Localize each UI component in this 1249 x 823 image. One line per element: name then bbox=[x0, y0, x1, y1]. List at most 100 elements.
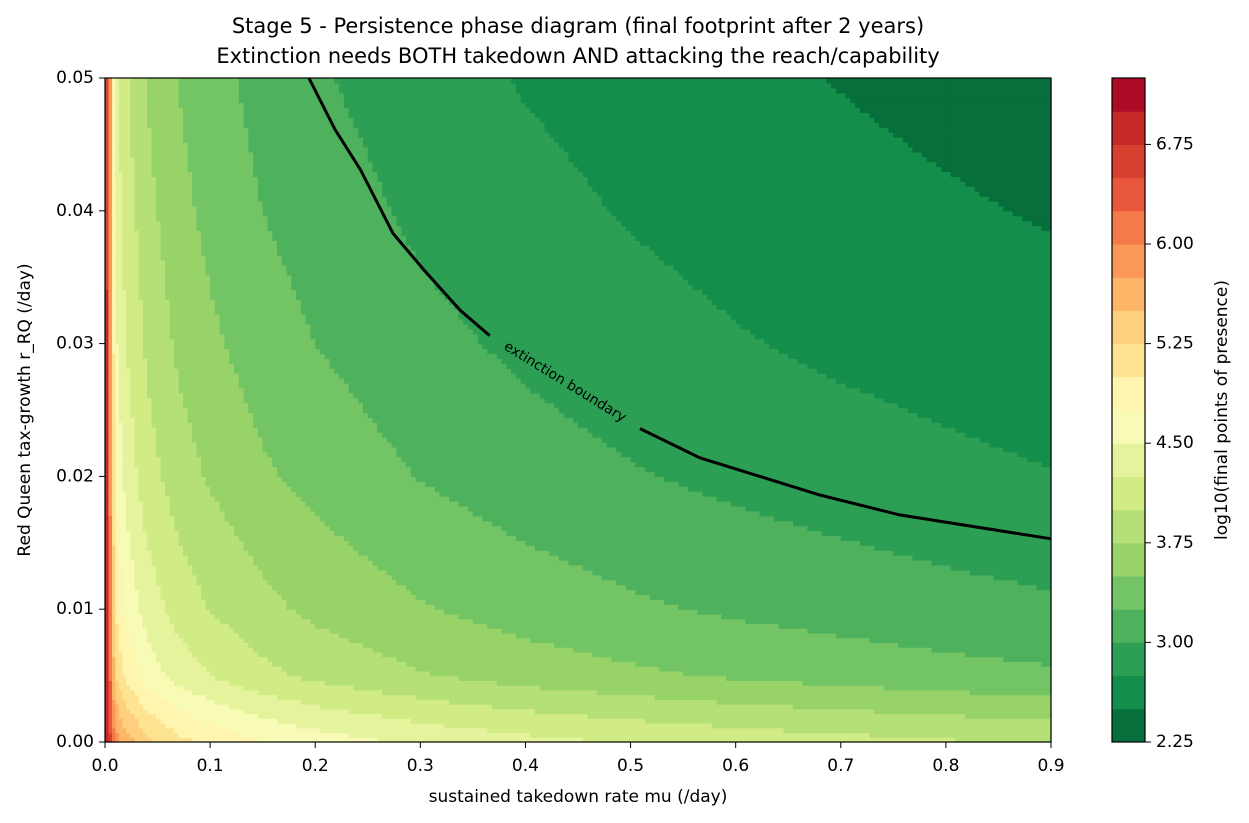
contour-cell bbox=[262, 220, 269, 227]
contour-cell bbox=[178, 358, 211, 364]
contour-cell bbox=[840, 250, 947, 256]
contour-cell bbox=[115, 151, 120, 158]
contour-cell bbox=[735, 215, 842, 222]
contour-cell bbox=[115, 599, 124, 605]
contour-cell bbox=[115, 392, 120, 399]
contour-cell bbox=[525, 466, 632, 473]
contour-cell bbox=[224, 515, 264, 522]
contour-cell bbox=[105, 432, 110, 438]
contour-cell bbox=[115, 205, 124, 212]
contour-cell bbox=[735, 727, 785, 734]
contour-cell bbox=[165, 491, 180, 497]
contour-cell bbox=[178, 245, 202, 251]
contour-cell bbox=[735, 210, 842, 217]
contour-cell bbox=[745, 505, 842, 512]
contour-cell bbox=[147, 235, 162, 241]
contour-cell bbox=[112, 675, 117, 681]
contour-cell bbox=[735, 589, 842, 596]
contour-cell bbox=[187, 166, 211, 173]
contour-cell bbox=[126, 294, 140, 300]
contour-cell bbox=[267, 656, 316, 662]
contour-cell bbox=[635, 235, 737, 241]
contour-cell bbox=[178, 323, 211, 330]
contour-cell bbox=[112, 92, 117, 99]
contour-cell bbox=[192, 437, 211, 443]
contour-cell bbox=[563, 412, 632, 418]
contour-cell bbox=[178, 166, 189, 173]
contour-cell bbox=[286, 599, 316, 605]
contour-cell bbox=[257, 564, 264, 571]
contour-cell bbox=[683, 670, 737, 677]
contour-cell bbox=[178, 117, 184, 123]
contour-cell bbox=[105, 515, 110, 522]
contour-cell bbox=[112, 97, 117, 104]
contour-cell bbox=[525, 437, 603, 443]
contour-cell bbox=[630, 647, 737, 653]
contour-cell bbox=[420, 708, 527, 715]
contour-cell bbox=[630, 481, 679, 487]
contour-cell bbox=[420, 368, 512, 374]
contour-cell bbox=[105, 176, 110, 182]
contour-cell bbox=[420, 225, 527, 232]
contour-cell bbox=[138, 496, 148, 502]
contour-cell bbox=[420, 97, 522, 104]
contour-cell bbox=[525, 732, 531, 738]
contour-cell bbox=[138, 240, 148, 246]
contour-cell bbox=[105, 127, 110, 133]
contour-cell bbox=[192, 200, 211, 207]
contour-cell bbox=[192, 181, 211, 187]
contour-cell bbox=[108, 156, 113, 163]
contour-cell bbox=[324, 520, 421, 527]
contour-cell bbox=[147, 215, 157, 222]
contour-cell bbox=[262, 574, 316, 581]
contour-cell bbox=[630, 304, 718, 310]
contour-cell bbox=[1003, 205, 1052, 212]
contour-cell bbox=[210, 699, 216, 705]
contour-cell bbox=[945, 708, 1052, 715]
contour-cell bbox=[343, 102, 421, 109]
contour-cell bbox=[134, 191, 148, 197]
contour-cell bbox=[122, 651, 127, 658]
contour-cell bbox=[105, 200, 110, 207]
colorbar-frame bbox=[1111, 77, 1146, 743]
contour-cell bbox=[630, 550, 737, 556]
contour-cell bbox=[210, 338, 226, 345]
contour-cell bbox=[444, 723, 527, 729]
contour-cell bbox=[178, 348, 211, 355]
contour-cell bbox=[420, 319, 464, 325]
contour-cell bbox=[112, 486, 117, 492]
contour-cell bbox=[262, 240, 278, 246]
contour-cell bbox=[178, 666, 207, 672]
contour-cell bbox=[178, 471, 202, 477]
contour-cell bbox=[174, 525, 180, 532]
contour-cell bbox=[105, 205, 110, 212]
contour-cell bbox=[108, 210, 113, 217]
contour-cell bbox=[112, 314, 117, 320]
contour-cell bbox=[147, 589, 162, 596]
contour-cell bbox=[112, 670, 117, 677]
contour-cell bbox=[945, 294, 1052, 300]
contour-cell bbox=[112, 496, 117, 502]
contour-cell bbox=[396, 446, 421, 453]
contour-cell bbox=[945, 309, 1052, 315]
contour-cell bbox=[420, 732, 527, 738]
contour-cell bbox=[525, 289, 632, 296]
contour-cell bbox=[735, 718, 842, 724]
contour-cell bbox=[108, 675, 113, 681]
contour-cell bbox=[936, 161, 947, 168]
contour-cell bbox=[178, 397, 184, 404]
contour-cell bbox=[840, 137, 904, 143]
contour-cell bbox=[764, 338, 842, 345]
contour-cell bbox=[134, 713, 148, 719]
contour-cell bbox=[178, 623, 211, 629]
contour-cell bbox=[281, 666, 316, 672]
contour-cell bbox=[286, 670, 316, 677]
contour-cell bbox=[115, 500, 127, 507]
contour-cell bbox=[420, 699, 450, 705]
contour-cell bbox=[386, 196, 421, 202]
contour-cell bbox=[420, 574, 527, 581]
contour-cell bbox=[525, 181, 589, 187]
contour-cell bbox=[630, 141, 737, 148]
contour-cell bbox=[210, 323, 221, 330]
contour-cell bbox=[115, 704, 120, 710]
